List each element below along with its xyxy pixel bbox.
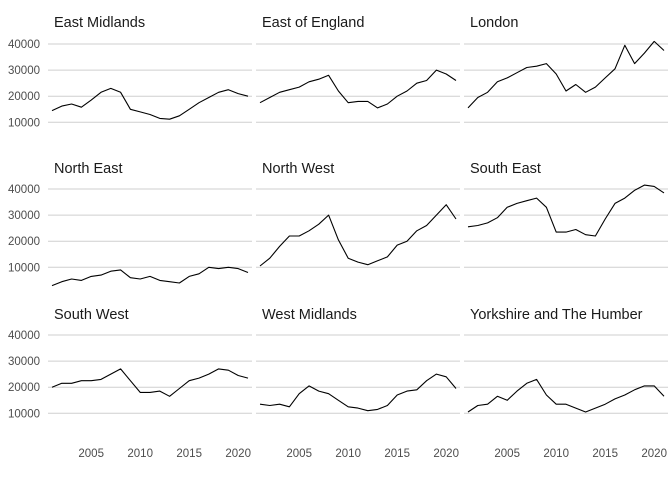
x-tick-label: 2020 [225, 448, 251, 460]
x-tick-label: 2015 [592, 448, 618, 460]
panel-title-london: London [470, 15, 518, 31]
panel-title-north-east: North East [54, 161, 123, 177]
y-tick-label: 20000 [8, 91, 40, 103]
y-tick-label: 40000 [8, 184, 40, 196]
series-line-west-midlands [259, 373, 457, 412]
series-line-north-east [51, 266, 249, 287]
series-line-south-west [51, 368, 249, 397]
y-tick-label: 10000 [8, 262, 40, 274]
series-line-london [467, 40, 665, 109]
y-tick-label: 20000 [8, 236, 40, 248]
x-tick-label: 2010 [127, 448, 153, 460]
x-tick-label: 2005 [286, 448, 312, 460]
y-tick-label: 40000 [8, 39, 40, 51]
y-tick-label: 20000 [8, 382, 40, 394]
x-tick-label: 2020 [641, 448, 667, 460]
y-tick-label: 10000 [8, 117, 40, 129]
y-tick-label: 30000 [8, 65, 40, 77]
x-tick-label: 2015 [176, 448, 202, 460]
y-tick-label: 30000 [8, 356, 40, 368]
panel-title-south-west: South West [54, 307, 129, 323]
x-tick-label: 2010 [543, 448, 569, 460]
panel-title-east-midlands: East Midlands [54, 15, 145, 31]
panel-title-west-midlands: West Midlands [262, 307, 357, 323]
series-line-north-west [259, 204, 457, 267]
panel-title-north-west: North West [262, 161, 334, 177]
y-tick-label: 10000 [8, 408, 40, 420]
x-tick-label: 2015 [384, 448, 410, 460]
y-tick-label: 40000 [8, 330, 40, 342]
panel-title-south-east: South East [470, 161, 541, 177]
x-tick-label: 2010 [335, 448, 361, 460]
series-line-east-midlands [51, 87, 249, 120]
x-tick-label: 2005 [78, 448, 104, 460]
series-line-yorkshire-and-the-humber [467, 378, 665, 413]
x-tick-label: 2020 [433, 448, 459, 460]
y-tick-label: 30000 [8, 210, 40, 222]
panel-title-east-of-england: East of England [262, 15, 364, 31]
series-line-south-east [467, 184, 665, 237]
panel-title-yorkshire-and-the-humber: Yorkshire and The Humber [470, 307, 643, 323]
series-line-east-of-england [259, 69, 457, 109]
x-tick-label: 2005 [494, 448, 520, 460]
